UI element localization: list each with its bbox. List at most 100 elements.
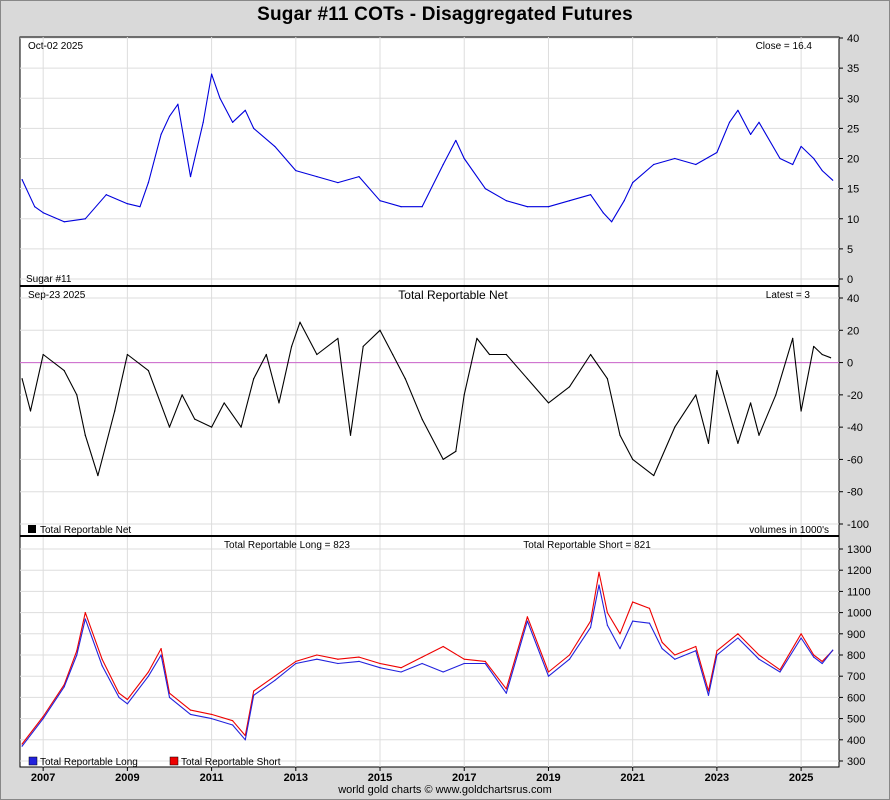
long-line-point bbox=[547, 675, 550, 677]
volumes-y-tick-label: 1200 bbox=[847, 565, 871, 577]
net-y-tick-label: 0 bbox=[847, 358, 853, 370]
net-line-point bbox=[240, 426, 242, 428]
long-line-point bbox=[253, 694, 255, 696]
short-line-point bbox=[189, 709, 192, 711]
short-line-point bbox=[695, 645, 697, 648]
volumes-y-tick-label: 400 bbox=[847, 735, 865, 747]
long-line-point bbox=[661, 648, 663, 650]
short-line-point bbox=[821, 660, 823, 662]
long-line-point bbox=[589, 626, 592, 629]
long-value-label: Total Reportable Long = 823 bbox=[224, 540, 350, 551]
long-line-point bbox=[758, 658, 760, 660]
short-line-point bbox=[274, 675, 276, 677]
price-line-point bbox=[177, 103, 179, 105]
price-line-point bbox=[568, 200, 571, 202]
price-line-point bbox=[244, 109, 246, 111]
long-line-point bbox=[463, 662, 465, 665]
price-close-label: Close = 16.4 bbox=[756, 41, 813, 52]
price-line-point bbox=[749, 133, 752, 135]
short-line-point bbox=[316, 654, 318, 656]
net-line-point bbox=[97, 474, 99, 477]
short-line-point bbox=[547, 671, 550, 673]
short-line-point bbox=[421, 656, 423, 658]
net-line-point bbox=[63, 370, 65, 372]
price-line-point bbox=[455, 139, 457, 142]
net-line-point bbox=[299, 321, 301, 323]
net-line-point bbox=[606, 378, 609, 380]
short-line-point bbox=[526, 616, 529, 618]
price-line-point bbox=[219, 97, 221, 99]
price-line bbox=[21, 73, 834, 223]
net-line-point bbox=[505, 353, 507, 356]
price-line-point bbox=[34, 206, 36, 208]
x-tick-label: 2023 bbox=[705, 772, 729, 784]
net-line-point bbox=[147, 370, 150, 372]
x-tick-label: 2011 bbox=[200, 772, 224, 784]
net-line-point bbox=[813, 345, 815, 348]
x-tick-label: 2017 bbox=[452, 772, 476, 784]
net-line-point bbox=[619, 434, 621, 436]
long-line-point bbox=[316, 658, 318, 660]
net-line-point bbox=[265, 353, 267, 356]
net-line-point bbox=[253, 378, 255, 380]
net-y-tick-label: -100 bbox=[847, 519, 869, 531]
long-legend-label: Total Reportable Long bbox=[40, 757, 138, 768]
net-units-note: volumes in 1000's bbox=[749, 525, 829, 536]
net-line-point bbox=[76, 394, 78, 396]
price-line-point bbox=[189, 175, 192, 178]
price-line-point bbox=[337, 182, 339, 184]
price-line-point bbox=[42, 212, 44, 214]
long-line-point bbox=[674, 658, 676, 660]
price-line-point bbox=[105, 194, 107, 196]
long-line-point bbox=[379, 667, 381, 669]
price-y-tick-label: 5 bbox=[847, 244, 853, 256]
long-line-point bbox=[337, 662, 339, 665]
net-line-point bbox=[181, 394, 183, 396]
long-line-point bbox=[400, 671, 402, 673]
long-line-point bbox=[779, 671, 781, 673]
price-line-point bbox=[589, 194, 592, 196]
volumes-y-tick-label: 600 bbox=[847, 692, 865, 704]
short-line-point bbox=[118, 692, 120, 694]
short-line-point bbox=[101, 658, 103, 660]
price-line-point bbox=[653, 163, 655, 166]
short-line-point bbox=[210, 713, 213, 715]
net-latest-label: Latest = 3 bbox=[766, 290, 811, 301]
short-line-point bbox=[21, 743, 23, 745]
price-line-point bbox=[84, 218, 86, 220]
net-line-point bbox=[379, 329, 381, 331]
short-line-point bbox=[661, 641, 663, 643]
net-line-point bbox=[194, 418, 196, 420]
price-y-tick-label: 35 bbox=[847, 63, 859, 75]
net-line-point bbox=[114, 410, 116, 412]
net-line-point bbox=[707, 442, 710, 444]
short-line-point bbox=[337, 658, 339, 660]
price-line-point bbox=[202, 121, 204, 123]
price-line-point bbox=[274, 145, 276, 148]
short-line-point bbox=[632, 601, 634, 603]
net-line-point bbox=[653, 474, 655, 477]
short-line-point bbox=[674, 654, 676, 656]
net-line-point bbox=[126, 353, 128, 356]
short-line-point bbox=[84, 612, 86, 614]
net-line-point bbox=[829, 357, 832, 359]
net-line-point bbox=[168, 426, 171, 428]
long-line-point bbox=[598, 584, 600, 586]
chart-title: Sugar #11 COTs - Disaggregated Futures bbox=[257, 4, 633, 25]
short-line-point bbox=[758, 654, 760, 656]
price-line-point bbox=[484, 188, 486, 190]
long-line-point bbox=[813, 656, 815, 658]
price-line-point bbox=[800, 145, 802, 148]
net-y-tick-label: -60 bbox=[847, 454, 863, 466]
net-line-point bbox=[547, 402, 550, 404]
net-line-point bbox=[223, 402, 225, 404]
x-tick-label: 2025 bbox=[789, 772, 813, 784]
price-line-point bbox=[400, 206, 402, 208]
price-y-tick-label: 30 bbox=[847, 93, 859, 105]
short-line-point bbox=[253, 690, 255, 692]
short-line-point bbox=[716, 650, 718, 652]
short-legend-label: Total Reportable Short bbox=[181, 757, 281, 768]
short-line-point bbox=[589, 620, 592, 622]
price-line-point bbox=[147, 182, 150, 184]
